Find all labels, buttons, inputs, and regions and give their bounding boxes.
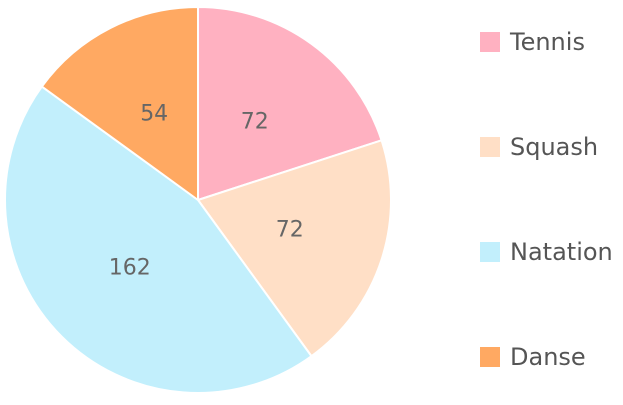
slice-value-label-squash: 72 <box>276 217 304 242</box>
pie-slice-squash <box>196 139 392 358</box>
legend-label-squash: Squash <box>510 133 598 161</box>
slice-value-label-tennis: 72 <box>241 109 269 134</box>
pie-slice-danse <box>40 5 199 202</box>
slice-value-label-danse: 54 <box>140 102 168 127</box>
legend: Tennis Squash Natation Danse <box>480 28 613 371</box>
pie-slice-labels: 72 72 162 54 <box>109 102 304 281</box>
pie-slice-natation <box>4 85 313 394</box>
legend-swatch-natation <box>480 242 500 262</box>
pie-slices <box>4 5 392 394</box>
legend-swatch-tennis <box>480 32 500 52</box>
slice-value-label-natation: 162 <box>109 256 151 281</box>
legend-swatch-danse <box>480 347 500 367</box>
legend-label-natation: Natation <box>510 238 613 266</box>
legend-swatch-squash <box>480 137 500 157</box>
pie-slice-tennis <box>197 5 383 202</box>
legend-label-danse: Danse <box>510 343 586 371</box>
legend-label-tennis: Tennis <box>509 28 585 56</box>
